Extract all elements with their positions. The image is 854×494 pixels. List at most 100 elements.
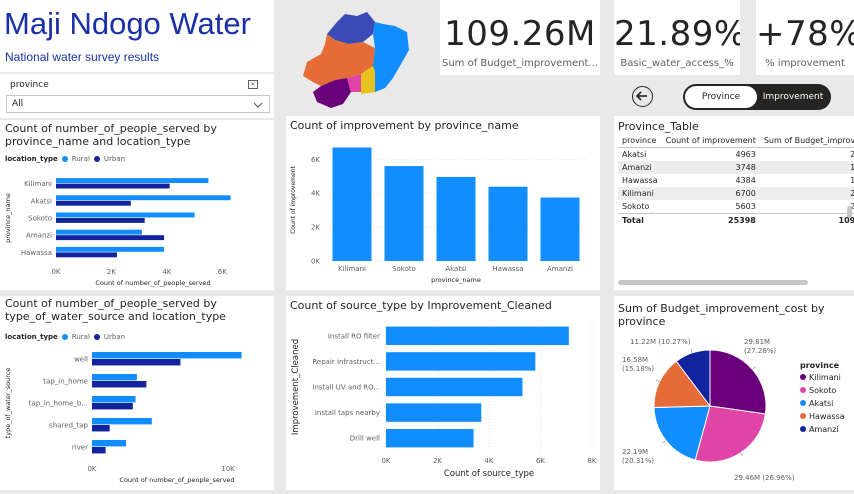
bar: [386, 403, 482, 422]
y-tick-label: Install UV and RO...: [312, 384, 380, 392]
table-cell: Akatsi: [622, 150, 647, 159]
table-cell: 25398: [661, 213, 760, 227]
pie-data-label-pct: (27.28%): [744, 347, 776, 355]
bar: [386, 377, 523, 397]
pie-legend-label: Kilimani: [809, 373, 841, 382]
x-tick-label: Sokoto: [392, 265, 416, 273]
table-horizontal-scrollbar[interactable]: [618, 280, 808, 285]
people-by-source-title: Count of number_of_people_served by type…: [5, 297, 226, 323]
pie-leader-line: [662, 440, 667, 444]
slicer-clear-icon[interactable]: ✕: [248, 80, 258, 89]
table-header-province[interactable]: province: [618, 134, 662, 148]
x-tick-label: 4K: [484, 457, 493, 465]
pie-leader-line: [690, 349, 693, 353]
bar-urban: [56, 218, 145, 223]
x-tick-label: 6K: [218, 268, 227, 276]
y-tick-label: 0K: [311, 258, 320, 266]
improvement-by-province-title: Count of improvement by province_name: [290, 119, 519, 132]
province-table-title: Province_Table: [618, 120, 699, 133]
map-region-sokoto[interactable]: [347, 74, 361, 92]
kpi-access-card: 21.89% Basic_water_access_%: [614, 0, 740, 75]
pie-data-label: 11.22M (10.27%): [630, 338, 691, 346]
table-header-budget[interactable]: Sum of Budget_improv: [759, 134, 854, 148]
bar: [488, 186, 528, 261]
table-cell: 2: [850, 202, 854, 211]
kpi-improvement-label: % improvement: [765, 58, 845, 69]
toggle-improvement-button[interactable]: Improvement: [757, 86, 829, 108]
toggle-province-button[interactable]: Province: [685, 86, 757, 108]
source-by-improvement-title: Count of source_type by Improvement_Clea…: [290, 299, 552, 312]
bar-rural: [56, 212, 195, 218]
map-region-akatsi[interactable]: [373, 22, 409, 92]
people-by-province-card: Count of number_of_people_served by prov…: [0, 120, 274, 290]
x-tick-label: Kilimani: [338, 265, 366, 273]
back-button[interactable]: [632, 86, 653, 107]
toggle-province-label: Province: [701, 92, 741, 102]
x-tick-label: 10K: [221, 465, 235, 473]
y-tick-label: Drill well: [350, 435, 380, 443]
y-tick-label: tap_in_home: [43, 378, 88, 386]
pie-legend-title: province: [800, 361, 840, 370]
y-tick-label: Amanzi: [26, 232, 52, 240]
pie-data-label: 29.81M: [744, 338, 770, 346]
province-slicer: province ✕ All: [0, 74, 274, 118]
bar-rural: [56, 246, 165, 252]
legend-rural-label: Rural: [71, 333, 90, 341]
x-axis-title: Count of number_of_people_served: [95, 279, 210, 287]
table-header-row: province Count of improvement Sum of Bud…: [618, 134, 854, 148]
y-axis-title: type_of_water_source: [4, 368, 12, 439]
improvement-by-province-card: Count of improvement by province_name 0K…: [286, 116, 600, 290]
people-by-province-chart: 0K 2K 4K 6K Count of number_of_people_served…: [4, 178, 231, 287]
y-axis-title: Count of improvement: [290, 166, 297, 234]
y-axis-title: Improvement_Cleaned: [291, 339, 301, 435]
table-row: Kilimani 6700 2: [618, 187, 854, 200]
kpi-budget-value: 109.26M: [444, 14, 596, 54]
x-tick-label: 8K: [587, 457, 596, 465]
y-tick-label: Install taps nearby: [315, 409, 380, 417]
table-cell: Kilimani: [618, 187, 662, 200]
province-table-card: Province_Table province Count of improve…: [614, 116, 854, 290]
table-cell: Total: [618, 213, 662, 227]
x-axis-title: Count of source_type: [444, 469, 534, 479]
x-tick-label: 0K: [381, 457, 390, 465]
map-region-amanzi[interactable]: [361, 66, 375, 94]
table-total-row: Total 25398 109: [618, 213, 854, 227]
bar-urban: [56, 235, 165, 241]
page-title: Maji Ndogo Water: [4, 6, 251, 41]
legend-urban-dot: [93, 334, 100, 340]
pie-legend-label: Hawassa: [809, 412, 845, 421]
province-table: province Count of improvement Sum of Bud…: [618, 134, 854, 227]
x-tick-label: Hawassa: [492, 265, 523, 273]
table-header-count[interactable]: Count of improvement: [661, 134, 760, 148]
bar-urban: [56, 252, 117, 258]
slicer-selected-value: All: [12, 99, 24, 109]
source-by-improvement-chart: 0K 2K 4K 6K 8K Install RO filter Repair infras…: [291, 323, 597, 479]
bar-urban: [92, 447, 106, 454]
people-by-source-card: Count of number_of_people_served by type…: [0, 296, 274, 490]
pie-legend-dot: [800, 426, 806, 432]
bar: [386, 352, 536, 371]
pie-legend-dot: [800, 413, 806, 419]
x-tick-label: 4K: [162, 268, 171, 276]
budget-pie-card: Sum of Budget_improvement_cost by provin…: [614, 296, 854, 490]
pie-leader-line: [655, 379, 660, 382]
y-tick-label: shared_tap: [49, 422, 88, 430]
chevron-down-icon: [253, 102, 263, 108]
pie-slice-akatsi: [653, 405, 711, 461]
map-card: [277, 0, 434, 116]
map-region-hawassa[interactable]: [303, 34, 375, 86]
table-vertical-scrollbar[interactable]: [847, 206, 852, 218]
slicer-dropdown[interactable]: All: [6, 95, 270, 113]
map-region-northwest[interactable]: [327, 12, 375, 44]
bar-rural: [56, 229, 142, 235]
legend-urban-dot: [93, 156, 100, 162]
y-tick-label: Repair infrastruct...: [312, 358, 380, 366]
legend-title: location_type: [5, 155, 58, 163]
legend-urban-label: Urban: [103, 333, 126, 341]
bar-rural: [92, 439, 126, 447]
table-cell: Sokoto: [622, 202, 650, 211]
pie-data-label-pct: (20.31%): [622, 457, 654, 465]
table-cell: Hawassa: [622, 176, 658, 185]
province-map: [303, 12, 409, 108]
map-region-kilimani[interactable]: [313, 78, 351, 108]
